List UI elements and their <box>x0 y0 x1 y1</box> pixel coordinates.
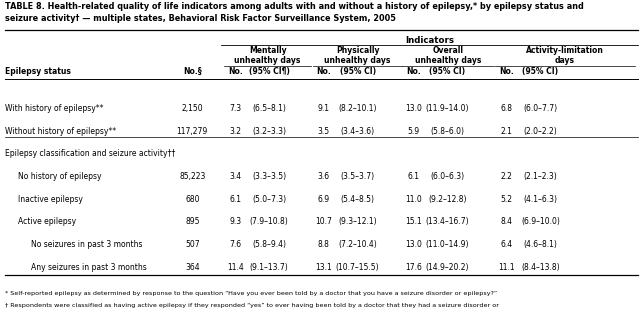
Text: 680: 680 <box>185 195 199 204</box>
Text: Epilepsy status: Epilepsy status <box>5 67 71 76</box>
Text: (2.0–2.2): (2.0–2.2) <box>524 127 557 136</box>
Text: 6.1: 6.1 <box>230 195 242 204</box>
Text: 15.1: 15.1 <box>405 217 422 226</box>
Text: 13.0: 13.0 <box>405 240 422 249</box>
Text: (3.4–3.6): (3.4–3.6) <box>340 127 375 136</box>
Text: Any seizures in past 3 months: Any seizures in past 3 months <box>31 263 147 272</box>
Text: 9.1: 9.1 <box>318 104 329 113</box>
Text: (7.2–10.4): (7.2–10.4) <box>338 240 377 249</box>
Text: Indicators: Indicators <box>405 36 454 45</box>
Text: 7.3: 7.3 <box>230 104 242 113</box>
Text: No.: No. <box>316 67 331 76</box>
Text: Epilepsy classification and seizure activity††: Epilepsy classification and seizure acti… <box>5 149 176 158</box>
Text: 11.4: 11.4 <box>228 263 244 272</box>
Text: 6.8: 6.8 <box>501 104 512 113</box>
Text: 364: 364 <box>185 263 199 272</box>
Text: TABLE 8. Health-related quality of life indicators among adults with and without: TABLE 8. Health-related quality of life … <box>5 2 584 11</box>
Text: No.§: No.§ <box>183 67 202 76</box>
Text: (2.1–2.3): (2.1–2.3) <box>524 172 557 181</box>
Text: Active epilepsy: Active epilepsy <box>18 217 76 226</box>
Text: Mentally
unhealthy days: Mentally unhealthy days <box>235 46 301 65</box>
Text: 5.9: 5.9 <box>408 127 419 136</box>
Text: seizure activity† — multiple states, Behavioral Risk Factor Surveillance System,: seizure activity† — multiple states, Beh… <box>5 14 396 23</box>
Text: (8.2–10.1): (8.2–10.1) <box>338 104 377 113</box>
Text: (95% CI): (95% CI) <box>429 67 465 76</box>
Text: (13.4–16.7): (13.4–16.7) <box>426 217 469 226</box>
Text: (4.6–8.1): (4.6–8.1) <box>524 240 557 249</box>
Text: 2.1: 2.1 <box>501 127 512 136</box>
Text: 507: 507 <box>185 240 199 249</box>
Text: 11.1: 11.1 <box>498 263 515 272</box>
Text: (5.8–9.4): (5.8–9.4) <box>252 240 287 249</box>
Text: 3.5: 3.5 <box>318 127 329 136</box>
Text: (9.2–12.8): (9.2–12.8) <box>428 195 467 204</box>
Text: (6.9–10.0): (6.9–10.0) <box>521 217 560 226</box>
Text: 8.8: 8.8 <box>318 240 329 249</box>
Text: No seizures in past 3 months: No seizures in past 3 months <box>31 240 142 249</box>
Text: 117,279: 117,279 <box>177 127 208 136</box>
Text: (95% CI¶): (95% CI¶) <box>249 67 290 76</box>
Text: (5.4–8.5): (5.4–8.5) <box>340 195 375 204</box>
Text: No.: No. <box>406 67 421 76</box>
Text: * Self-reported epilepsy as determined by response to the question “Have you eve: * Self-reported epilepsy as determined b… <box>5 291 497 296</box>
Text: 85,223: 85,223 <box>179 172 206 181</box>
Text: † Respondents were classified as having active epilepsy if they responded “yes” : † Respondents were classified as having … <box>5 303 499 308</box>
Text: (7.9–10.8): (7.9–10.8) <box>250 217 288 226</box>
Text: (6.0–7.7): (6.0–7.7) <box>523 104 558 113</box>
Text: (3.5–3.7): (3.5–3.7) <box>340 172 375 181</box>
Text: 10.7: 10.7 <box>315 217 332 226</box>
Text: 2,150: 2,150 <box>181 104 203 113</box>
Text: (11.9–14.0): (11.9–14.0) <box>426 104 469 113</box>
Text: 8.4: 8.4 <box>501 217 512 226</box>
Text: (9.1–13.7): (9.1–13.7) <box>250 263 288 272</box>
Text: Overall
unhealthy days: Overall unhealthy days <box>415 46 481 65</box>
Text: 13.0: 13.0 <box>405 104 422 113</box>
Text: 3.4: 3.4 <box>230 172 242 181</box>
Text: 2.2: 2.2 <box>501 172 512 181</box>
Text: (11.0–14.9): (11.0–14.9) <box>426 240 469 249</box>
Text: 6.4: 6.4 <box>501 240 512 249</box>
Text: 6.1: 6.1 <box>408 172 419 181</box>
Text: With history of epilepsy**: With history of epilepsy** <box>5 104 104 113</box>
Text: (10.7–15.5): (10.7–15.5) <box>336 263 379 272</box>
Text: (9.3–12.1): (9.3–12.1) <box>338 217 377 226</box>
Text: (5.8–6.0): (5.8–6.0) <box>430 127 465 136</box>
Text: (5.0–7.3): (5.0–7.3) <box>252 195 287 204</box>
Text: 11.0: 11.0 <box>405 195 422 204</box>
Text: (4.1–6.3): (4.1–6.3) <box>523 195 558 204</box>
Text: 6.9: 6.9 <box>318 195 329 204</box>
Text: 7.6: 7.6 <box>230 240 242 249</box>
Text: 17.6: 17.6 <box>405 263 422 272</box>
Text: (6.0–6.3): (6.0–6.3) <box>430 172 465 181</box>
Text: No.: No. <box>499 67 514 76</box>
Text: (6.5–8.1): (6.5–8.1) <box>253 104 286 113</box>
Text: Inactive epilepsy: Inactive epilepsy <box>18 195 83 204</box>
Text: (95% CI): (95% CI) <box>340 67 376 76</box>
Text: 13.1: 13.1 <box>315 263 332 272</box>
Text: (3.3–3.5): (3.3–3.5) <box>252 172 287 181</box>
Text: 9.3: 9.3 <box>230 217 242 226</box>
Text: 3.2: 3.2 <box>230 127 242 136</box>
Text: (14.9–20.2): (14.9–20.2) <box>426 263 469 272</box>
Text: (8.4–13.8): (8.4–13.8) <box>521 263 560 272</box>
Text: No.: No. <box>228 67 244 76</box>
Text: 5.2: 5.2 <box>501 195 512 204</box>
Text: (95% CI): (95% CI) <box>522 67 558 76</box>
Text: Without history of epilepsy**: Without history of epilepsy** <box>5 127 116 136</box>
Text: Activity-limitation
days: Activity-limitation days <box>526 46 604 65</box>
Text: Physically
unhealthy days: Physically unhealthy days <box>324 46 391 65</box>
Text: 3.6: 3.6 <box>318 172 329 181</box>
Text: (3.2–3.3): (3.2–3.3) <box>252 127 287 136</box>
Text: 895: 895 <box>185 217 199 226</box>
Text: No history of epilepsy: No history of epilepsy <box>18 172 101 181</box>
